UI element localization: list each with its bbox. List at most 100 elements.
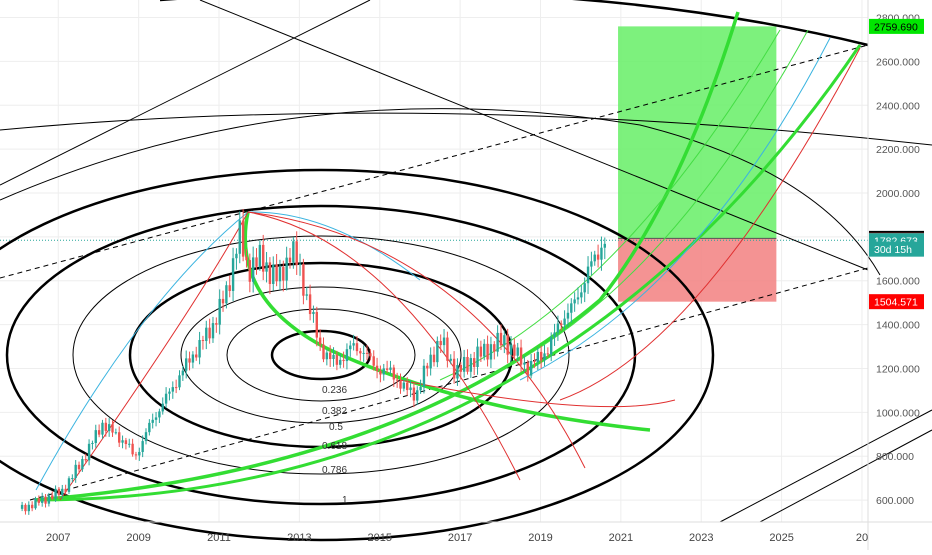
candle-body: [409, 387, 412, 391]
candle-body: [513, 344, 516, 356]
red-arc: [247, 211, 586, 469]
channel-line: [29, 267, 869, 501]
candle-body: [20, 504, 24, 509]
x-tick-label: 2019: [528, 532, 552, 544]
arc-line: [0, 112, 932, 146]
candle-body: [184, 358, 188, 371]
candle-body: [208, 327, 211, 339]
candle-body: [486, 343, 489, 360]
x-tick-label: 20: [856, 532, 868, 544]
candle-body: [476, 346, 479, 367]
candle-body: [402, 382, 406, 389]
candle-body: [148, 422, 151, 433]
candle-body: [603, 243, 606, 248]
candle-body: [225, 285, 228, 304]
candle-body: [107, 424, 111, 431]
candle-body: [369, 353, 372, 357]
price-label-box: [869, 241, 924, 257]
candle-body: [406, 382, 409, 391]
candle-body: [466, 356, 469, 372]
x-tick-label: 2009: [126, 532, 150, 544]
arc-line: [0, 108, 881, 276]
candle-body: [97, 430, 101, 435]
candle-body: [422, 365, 426, 387]
candle-body: [285, 257, 288, 281]
candle-body: [459, 364, 462, 372]
candle-body: [308, 294, 312, 315]
candle-body: [359, 351, 362, 354]
fib-labels: 0.236 0.382 0.5 0.618 0.786 1: [322, 385, 348, 506]
candle-body: [34, 498, 37, 509]
candle-body: [64, 488, 67, 492]
fib-level-label: 0.5: [329, 422, 343, 433]
candle-body: [550, 337, 553, 355]
candle-body: [362, 352, 365, 354]
candle-body: [295, 241, 298, 266]
candle-body: [342, 359, 345, 362]
candle-body: [181, 370, 185, 376]
green-curve: [34, 44, 862, 502]
candle-body: [483, 343, 486, 357]
candle-body: [57, 488, 61, 495]
candle-body: [328, 352, 332, 360]
candle-body: [255, 257, 258, 267]
candle-body: [94, 430, 97, 443]
y-tick-label: 2200.000: [876, 144, 920, 156]
candle-body: [325, 352, 329, 360]
red-arc: [247, 211, 521, 481]
candle-body: [164, 393, 168, 404]
candle-body: [590, 261, 593, 267]
candle-body: [526, 362, 529, 376]
candle-body: [241, 220, 245, 257]
candle-body: [372, 356, 375, 366]
candle-body: [389, 367, 392, 370]
candle-body: [195, 354, 198, 358]
candle-body: [144, 432, 148, 442]
fib-level-label: 1: [342, 495, 348, 506]
candle-body: [600, 247, 603, 260]
candle-body: [556, 323, 560, 333]
candle-body: [442, 337, 446, 346]
y-tick-label: 600.000: [876, 495, 914, 507]
candle-body: [248, 260, 252, 282]
candle-body: [489, 344, 493, 360]
candle-body: [563, 318, 566, 326]
candle-body: [529, 361, 533, 376]
candle-body: [395, 379, 399, 381]
candle-body: [228, 285, 231, 291]
candle-body: [416, 390, 419, 401]
candle-body: [496, 332, 499, 352]
channel-line: [0, 44, 869, 279]
y-tick-label: 1600.000: [876, 276, 920, 288]
candle-body: [171, 387, 174, 392]
candle-body: [593, 254, 596, 262]
candle-body: [128, 443, 131, 445]
x-tick-label: 2023: [689, 532, 713, 544]
candle-body: [315, 311, 318, 338]
candle-body: [84, 459, 87, 461]
candle-body: [131, 443, 134, 455]
price-label: 1504.571: [874, 297, 918, 309]
candle-body: [288, 257, 292, 263]
red-arc: [559, 47, 861, 401]
trend-line: [0, 0, 371, 186]
candle-body: [168, 391, 171, 394]
candle-body: [543, 353, 546, 361]
candle-body: [576, 297, 580, 300]
candle-body: [161, 403, 164, 412]
candle-body: [570, 303, 573, 313]
candle-body: [268, 262, 272, 284]
candle-body: [215, 323, 218, 325]
candle-body: [536, 351, 540, 363]
candle-body: [218, 298, 221, 325]
candle-body: [118, 432, 121, 443]
x-tick-label: 2025: [769, 532, 793, 544]
y-tick-label: 2600.000: [876, 56, 920, 68]
candle-body: [472, 358, 476, 367]
candle-body: [40, 496, 44, 503]
candle-body: [44, 496, 47, 504]
candle-body: [292, 241, 295, 263]
